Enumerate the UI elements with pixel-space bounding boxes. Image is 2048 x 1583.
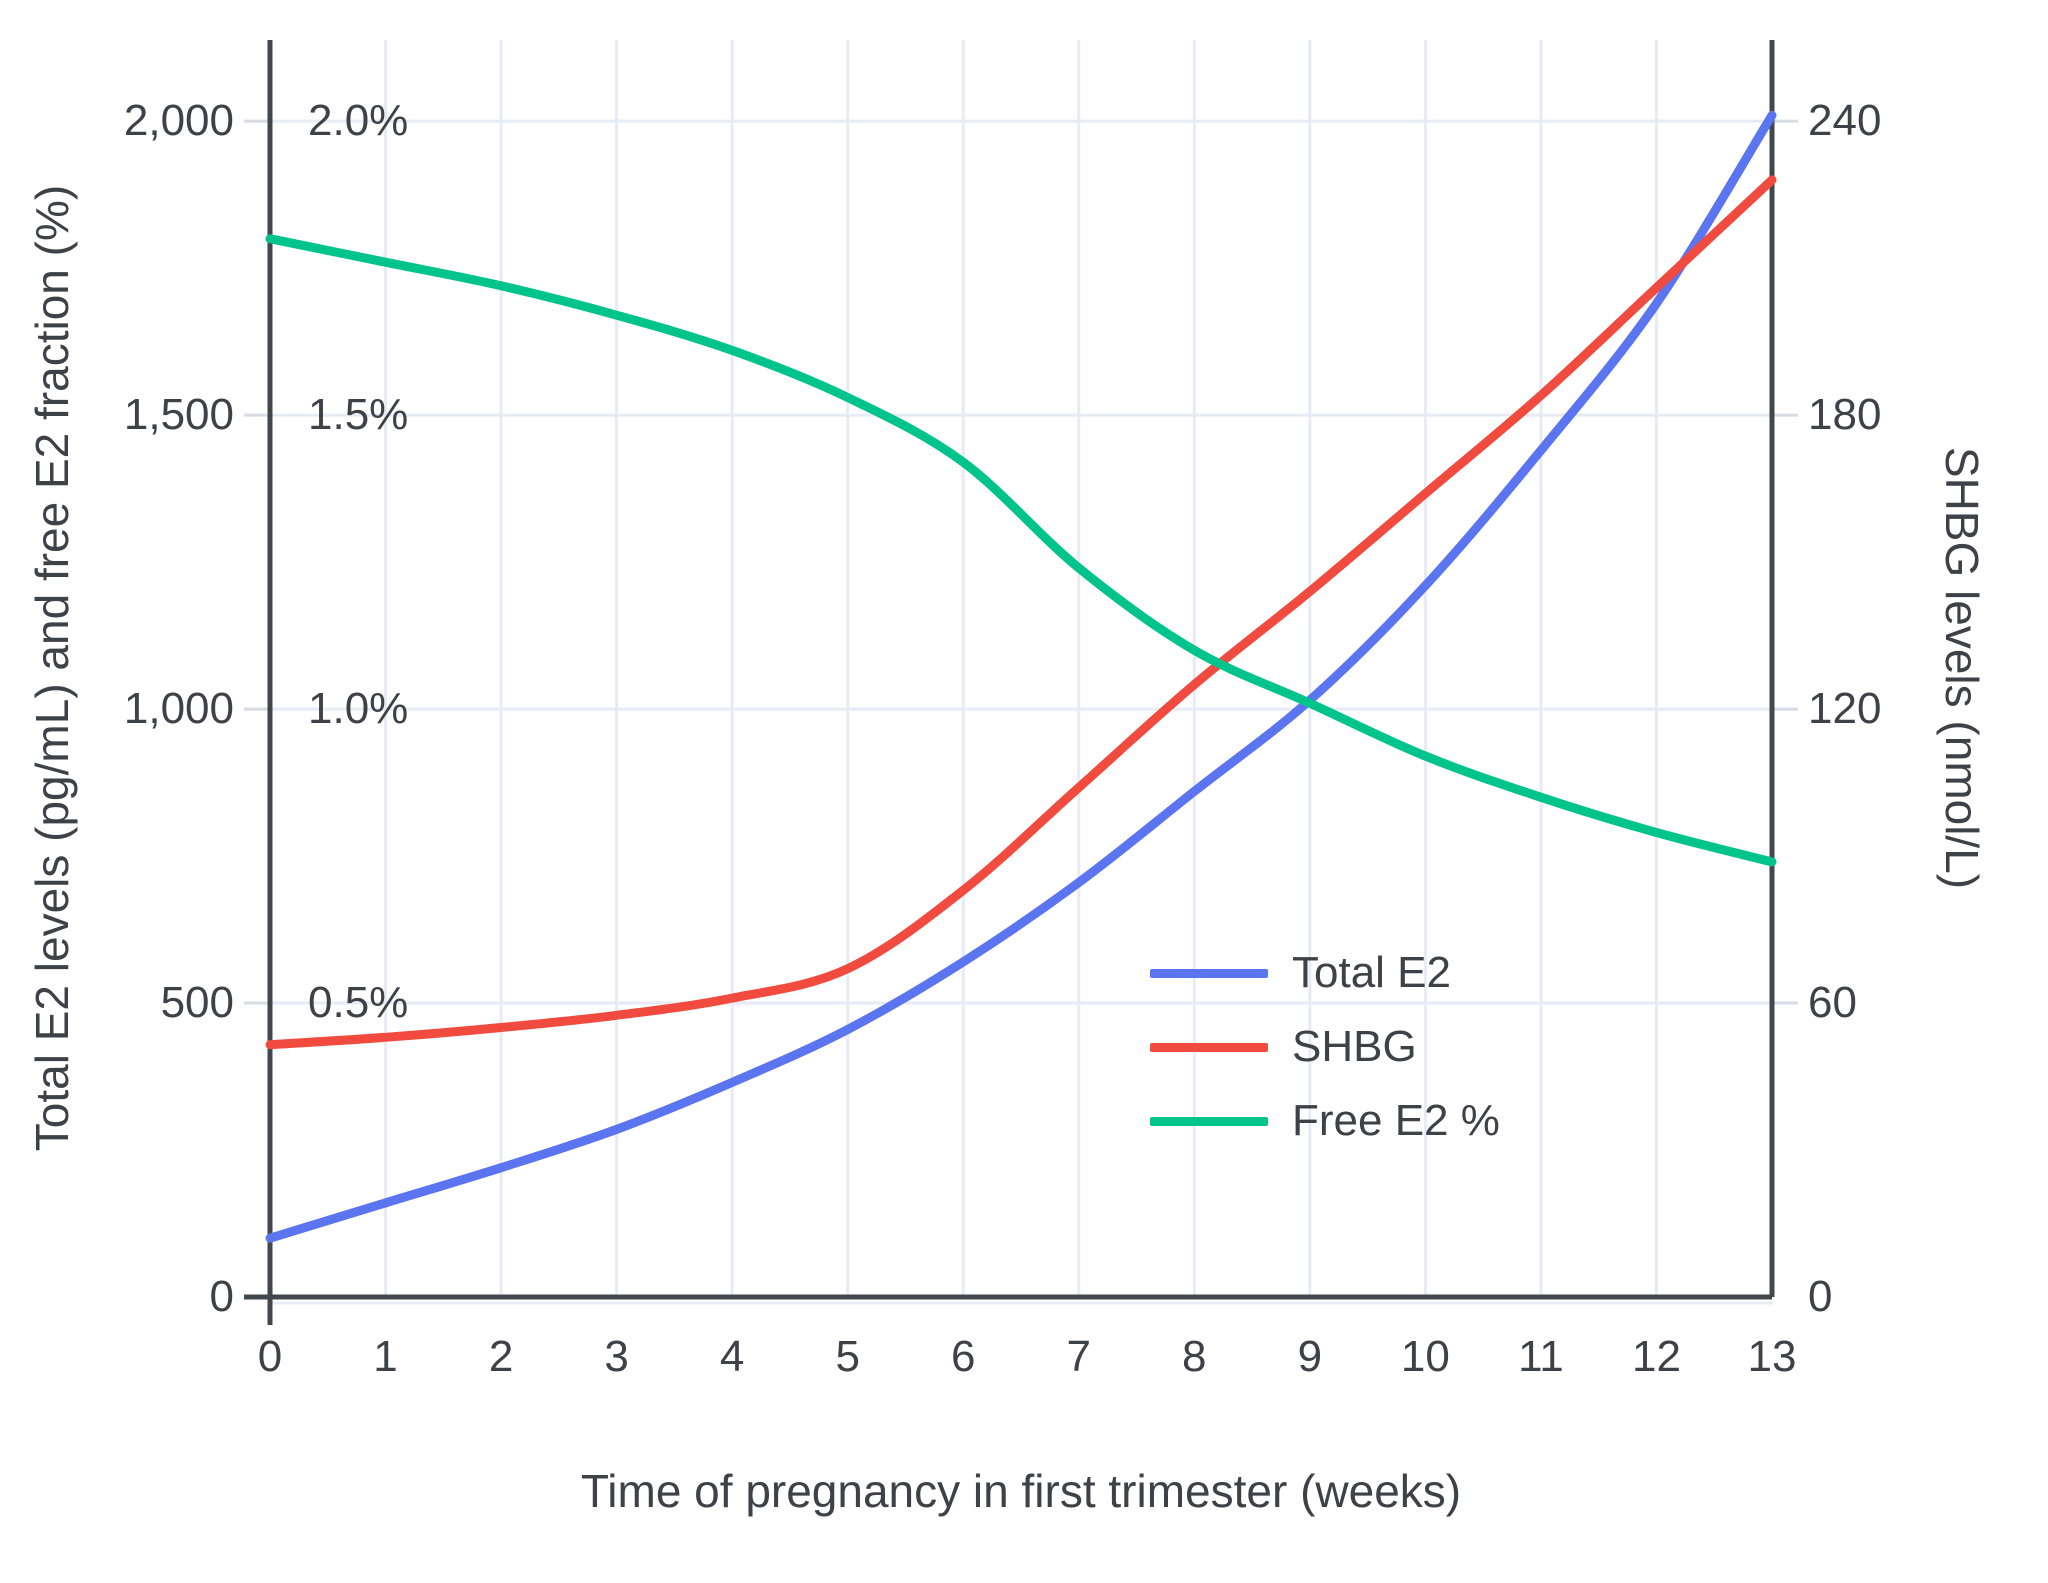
left-axis-tick-label: 500 [160,978,234,1028]
x-axis-tick-label: 9 [1297,1332,1323,1381]
x-axis-tick-label: 0 [257,1332,283,1381]
left-axis-tick-label: 2,000 [123,96,234,146]
right-axis-tick-label: 180 [1808,390,1882,440]
legend-item-total-e2[interactable]: Total E2 [1150,951,1500,995]
x-axis-tick-label: 4 [719,1332,745,1381]
x-axis-tick-label: 10 [1400,1332,1450,1381]
x-axis-tick-label: 12 [1631,1332,1681,1381]
x-axis-tick-label: 11 [1518,1332,1564,1381]
right-axis-tick-label: 120 [1808,684,1882,734]
left-axis-tick-label: 1,000 [123,684,234,734]
right-axis-tick-label: 0 [1808,1272,1833,1321]
total-e2-line [265,110,1777,1243]
x-axis-tick-label: 13 [1747,1332,1797,1381]
x-axis-tick-label: 5 [835,1332,860,1381]
x-axis-tick-label: 8 [1182,1332,1207,1381]
percent-tick-label: 1.0% [308,684,409,734]
percent-tick-label: 1.5% [308,390,409,440]
percent-tick-label: 0.5% [308,978,409,1028]
free-e2--line [265,234,1777,867]
shbg-line-swatch [1150,1042,1268,1052]
x-axis-tick-label: 3 [604,1332,629,1381]
x-axis-tick-label: 7 [1066,1332,1091,1381]
percent-tick-label: 2.0% [308,96,409,146]
x-axis-tick-label: 2 [488,1332,514,1381]
right-axis-tick-label: 240 [1808,96,1882,146]
legend-label: Free E2 % [1292,1096,1500,1145]
total-e2-line-swatch [1150,968,1268,978]
x-axis-tick-label: 6 [950,1332,976,1381]
shbg-line [265,175,1777,1050]
right-y-axis-title: SHBG levels (nmol/L) [1936,446,1988,890]
x-axis-title: Time of pregnancy in first trimester (we… [580,1465,1462,1517]
legend: Total E2 SHBG Free E2 % [1150,951,1500,1173]
left-y-axis-title: Total E2 levels (pg/mL) and free E2 frac… [26,184,78,1152]
legend-label: SHBG [1292,1022,1417,1071]
left-axis-tick-label: 1,500 [123,390,234,440]
legend-label: Total E2 [1292,948,1451,997]
legend-item-shbg[interactable]: SHBG [1150,1025,1500,1069]
left-axis-tick-label: 0 [209,1272,234,1321]
legend-item-free-e2[interactable]: Free E2 % [1150,1099,1500,1143]
x-axis-tick-label: 1 [373,1332,398,1381]
free-e2-line-swatch [1150,1116,1268,1126]
right-axis-tick-label: 60 [1808,978,1857,1028]
